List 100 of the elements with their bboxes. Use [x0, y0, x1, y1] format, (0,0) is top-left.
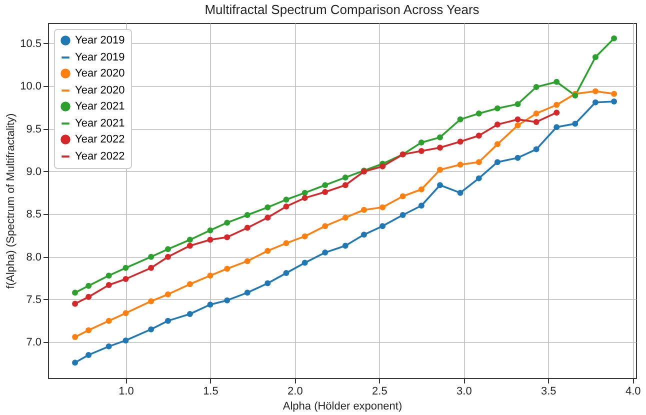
point [592, 99, 598, 106]
point [86, 327, 92, 334]
point [342, 214, 348, 221]
point [224, 297, 230, 304]
point [86, 352, 92, 358]
point [244, 212, 250, 218]
point [380, 223, 386, 230]
point [302, 260, 308, 266]
point [264, 280, 271, 286]
point [322, 223, 328, 230]
point [224, 266, 230, 272]
point [322, 188, 328, 195]
point [164, 254, 171, 260]
point [148, 298, 154, 304]
point [514, 154, 521, 161]
point [106, 282, 112, 288]
point [106, 343, 112, 350]
point [186, 236, 193, 243]
point [72, 334, 78, 340]
point [611, 98, 618, 105]
x-tick-label: 3.0 [456, 386, 472, 398]
point [244, 258, 250, 264]
x-tick-label: 4.0 [625, 386, 641, 398]
point [380, 163, 386, 170]
point [476, 110, 482, 116]
point [360, 206, 367, 213]
point [283, 270, 290, 276]
point [554, 102, 560, 108]
point [418, 186, 424, 192]
legend-label: Year 2019 [75, 34, 125, 46]
point [476, 175, 482, 182]
x-tick-label: 1.0 [118, 386, 134, 398]
legend-label: Year 2019 [75, 52, 125, 64]
point [514, 116, 521, 122]
y-tick-label: 7.0 [26, 336, 42, 349]
point [302, 190, 308, 196]
point [437, 166, 443, 173]
point [72, 300, 78, 307]
point [186, 311, 193, 317]
point [148, 326, 154, 332]
x-tick-label: 1.5 [203, 386, 218, 398]
point [164, 291, 171, 298]
y-tick-label: 8.0 [26, 251, 42, 264]
point [494, 141, 500, 148]
point [283, 240, 290, 246]
x-tick-label: 3.5 [540, 386, 556, 398]
point [476, 159, 482, 166]
point [264, 248, 271, 254]
point [572, 120, 578, 127]
point [86, 282, 92, 289]
point [322, 250, 328, 256]
point [244, 290, 250, 296]
x-axis-title: Alpha (Hölder exponent) [282, 400, 402, 412]
y-tick-label: 10.0 [20, 80, 42, 93]
point [418, 148, 424, 154]
point [360, 232, 367, 238]
x-tick-label: 2.0 [288, 386, 303, 398]
point [322, 182, 328, 188]
chart-title: Multifractal Spectrum Comparison Across Years [204, 2, 480, 17]
point [283, 203, 290, 210]
y-tick-label: 9.5 [26, 123, 42, 136]
point [494, 159, 500, 166]
point [342, 182, 348, 188]
y-tick-label: 8.5 [26, 208, 42, 221]
point [554, 78, 560, 85]
legend-label: Year 2021 [75, 118, 125, 130]
point [264, 204, 271, 210]
point [122, 310, 129, 316]
point [437, 144, 443, 151]
point [302, 194, 308, 201]
point [533, 118, 540, 125]
point [437, 182, 443, 188]
y-tick-label: 10.5 [20, 38, 42, 50]
point [533, 146, 540, 152]
point [244, 224, 250, 231]
point [283, 196, 290, 203]
point [164, 318, 171, 324]
point [264, 214, 271, 221]
point [207, 302, 214, 308]
legend-label: Year 2022 [75, 150, 125, 162]
point [122, 276, 129, 282]
point [554, 124, 560, 130]
point [533, 110, 540, 116]
point [437, 134, 443, 140]
y-tick-label: 9.0 [26, 166, 42, 178]
point [592, 88, 598, 94]
x-tick-label: 2.5 [372, 386, 388, 398]
point [72, 290, 78, 296]
point [380, 204, 386, 210]
point [164, 246, 171, 252]
point [342, 242, 348, 249]
point [418, 139, 424, 146]
point [514, 122, 521, 128]
point [476, 132, 482, 139]
point [514, 101, 521, 108]
point [400, 212, 406, 218]
point [207, 272, 214, 279]
point [207, 236, 214, 243]
point [122, 337, 129, 344]
y-tick-label: 7.5 [26, 294, 42, 306]
